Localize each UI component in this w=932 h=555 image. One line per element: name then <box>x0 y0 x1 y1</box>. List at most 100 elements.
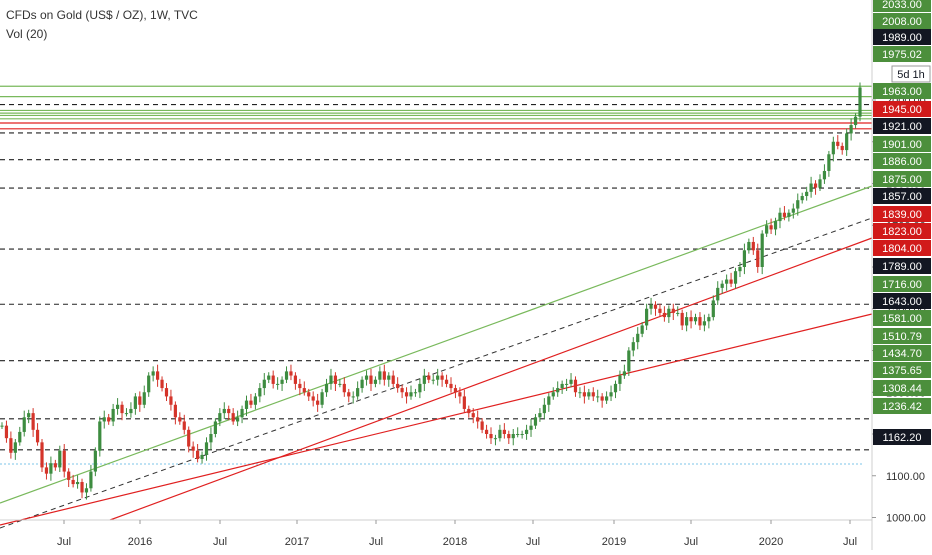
price-label-box[interactable] <box>873 380 931 396</box>
candle-body[interactable] <box>31 413 35 430</box>
price-label[interactable]: 1643.00 <box>882 296 922 308</box>
price-label[interactable]: 1857.00 <box>882 191 922 203</box>
candle-body[interactable] <box>573 379 578 393</box>
candle-body[interactable] <box>818 179 822 188</box>
candle-body[interactable] <box>813 183 818 188</box>
candle-body[interactable] <box>671 308 675 313</box>
price-label[interactable]: 1581.00 <box>882 313 922 325</box>
candle-body[interactable] <box>253 396 257 405</box>
candle-body[interactable] <box>124 413 129 415</box>
candle-body[interactable] <box>845 133 849 151</box>
price-label-box[interactable] <box>873 223 931 239</box>
candle-body[interactable] <box>556 388 560 393</box>
candle-body[interactable] <box>685 317 689 326</box>
candle-body[interactable] <box>547 396 551 405</box>
price-label-box[interactable] <box>873 258 931 274</box>
price-label[interactable]: 1901.00 <box>882 139 922 151</box>
price-label[interactable]: 1162.20 <box>883 432 922 444</box>
candle-body[interactable] <box>613 383 618 393</box>
symbol-title[interactable]: CFDs on Gold (US$ / OZ), 1W, TVC <box>6 8 198 22</box>
candle-body[interactable] <box>805 191 809 197</box>
candle-body[interactable] <box>831 141 835 155</box>
candle-body[interactable] <box>191 446 195 451</box>
candle-body[interactable] <box>436 375 440 380</box>
candle-body[interactable] <box>351 396 355 398</box>
candle-body[interactable] <box>49 463 53 474</box>
candle-body[interactable] <box>387 375 391 380</box>
price-label[interactable]: 1716.00 <box>882 279 922 291</box>
candle-body[interactable] <box>75 482 80 485</box>
candle-body[interactable] <box>111 408 115 422</box>
candle-body[interactable] <box>720 283 724 288</box>
candle-body[interactable] <box>338 383 342 385</box>
candle-body[interactable] <box>484 429 489 434</box>
candle-body[interactable] <box>378 371 382 380</box>
candle-body[interactable] <box>333 375 338 384</box>
candle-body[interactable] <box>382 371 386 380</box>
candle-body[interactable] <box>164 388 169 397</box>
candle-body[interactable] <box>422 375 426 384</box>
candle-body[interactable] <box>462 396 466 409</box>
candle-body[interactable] <box>347 392 351 397</box>
candle-body[interactable] <box>653 304 658 309</box>
price-label-box[interactable] <box>873 29 931 45</box>
price-label-box[interactable] <box>873 153 931 169</box>
trendline-dashed[interactable] <box>0 217 873 529</box>
trendline-red-steep[interactable] <box>109 237 873 521</box>
candle-body[interactable] <box>209 434 213 443</box>
candle-body[interactable] <box>364 375 369 380</box>
candle-body[interactable] <box>760 233 764 267</box>
candle-body[interactable] <box>773 221 778 230</box>
candle-body[interactable] <box>320 392 324 405</box>
candle-body[interactable] <box>729 279 733 284</box>
price-label-box[interactable] <box>873 118 931 134</box>
candle-body[interactable] <box>542 404 546 414</box>
candle-body[interactable] <box>391 375 395 384</box>
candle-body[interactable] <box>267 375 271 380</box>
candle-body[interactable] <box>169 396 173 405</box>
candle-body[interactable] <box>858 87 862 117</box>
candle-body[interactable] <box>511 434 515 439</box>
price-label[interactable]: 1434.70 <box>882 348 922 360</box>
price-label-box[interactable] <box>873 13 931 29</box>
price-label[interactable]: 1839.00 <box>882 209 922 221</box>
candle-body[interactable] <box>742 250 747 267</box>
candle-body[interactable] <box>564 383 569 385</box>
candle-body[interactable] <box>667 308 671 318</box>
candle-body[interactable] <box>35 429 40 443</box>
candle-body[interactable] <box>520 434 524 435</box>
candle-body[interactable] <box>133 396 137 409</box>
candle-body[interactable] <box>142 392 146 405</box>
candle-body[interactable] <box>702 321 707 326</box>
candle-body[interactable] <box>471 413 475 418</box>
candle-body[interactable] <box>62 450 66 472</box>
price-label[interactable]: 2008.00 <box>882 16 922 28</box>
candle-body[interactable] <box>787 212 791 217</box>
candle-body[interactable] <box>569 379 573 384</box>
candle-body[interactable] <box>44 467 49 474</box>
candle-body[interactable] <box>733 271 738 284</box>
candle-body[interactable] <box>227 408 231 414</box>
candle-body[interactable] <box>200 454 204 460</box>
candle-body[interactable] <box>618 375 622 384</box>
candle-body[interactable] <box>413 392 418 394</box>
candle-body[interactable] <box>120 404 124 414</box>
price-label-box[interactable] <box>873 345 931 361</box>
candle-body[interactable] <box>80 482 84 493</box>
price-label-box[interactable] <box>873 429 931 445</box>
candle-body[interactable] <box>400 388 404 393</box>
candle-body[interactable] <box>467 408 471 414</box>
candle-body[interactable] <box>458 392 462 397</box>
candle-body[interactable] <box>302 388 306 393</box>
price-label-box[interactable] <box>873 46 931 62</box>
candle-body[interactable] <box>498 429 502 439</box>
candle-body[interactable] <box>707 317 711 322</box>
candle-body[interactable] <box>284 371 289 380</box>
trendline-red-shallow[interactable] <box>0 313 873 526</box>
candle-body[interactable] <box>662 312 666 318</box>
candle-body[interactable] <box>444 379 449 384</box>
candle-body[interactable] <box>431 379 435 381</box>
price-label[interactable]: 1823.00 <box>882 226 922 238</box>
